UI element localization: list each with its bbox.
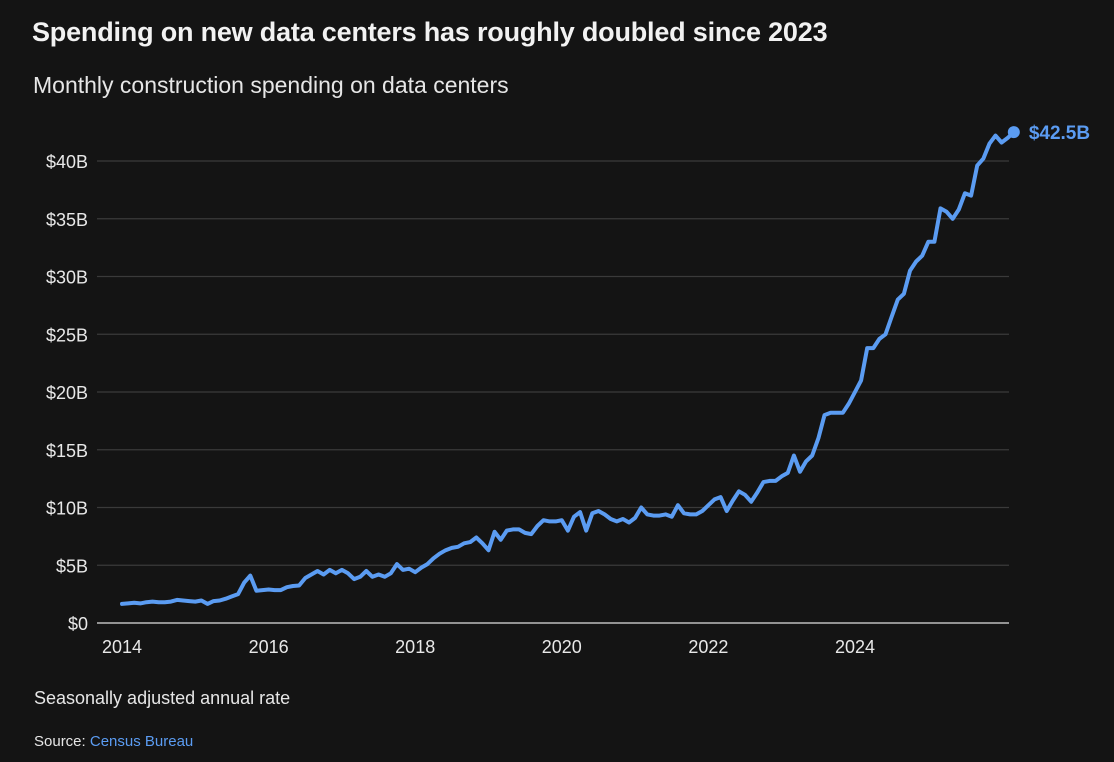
end-value-label: $42.5B (1029, 123, 1090, 144)
x-tick-label: 2022 (688, 637, 728, 657)
x-tick-label: 2024 (835, 637, 875, 657)
end-annotation: $42.5B (1007, 123, 1090, 144)
chart-subtitle: Monthly construction spending on data ce… (33, 72, 509, 98)
y-tick-label: $30B (46, 268, 88, 288)
y-tick-label: $35B (46, 210, 88, 230)
chart-title: Spending on new data centers has roughly… (32, 17, 828, 47)
y-tick-label: $15B (46, 441, 88, 461)
y-axis: $0 $5B $10B $15B $20B $25B $30B $35B $40B (46, 152, 88, 634)
x-tick-label: 2018 (395, 637, 435, 657)
y-tick-label: $20B (46, 383, 88, 403)
gridlines (97, 160, 1009, 624)
x-tick-label: 2020 (542, 637, 582, 657)
y-tick-label: $25B (46, 325, 88, 345)
y-tick-label: $40B (46, 152, 88, 172)
series-group (120, 130, 1016, 606)
source-line: Source: Census Bureau (34, 733, 193, 750)
end-point-marker (1007, 126, 1020, 139)
chart-note: Seasonally adjusted annual rate (34, 688, 291, 708)
y-tick-label: $5B (56, 556, 88, 576)
y-tick-label: $0 (68, 614, 88, 634)
y-tick-label: $10B (46, 499, 88, 519)
x-axis: 2014 2016 2018 2020 2022 2024 (102, 637, 875, 657)
source-prefix: Source: (34, 733, 90, 750)
x-tick-label: 2014 (102, 637, 142, 657)
x-tick-label: 2016 (249, 637, 289, 657)
series-line (120, 130, 1016, 606)
source-link[interactable]: Census Bureau (89, 733, 194, 750)
